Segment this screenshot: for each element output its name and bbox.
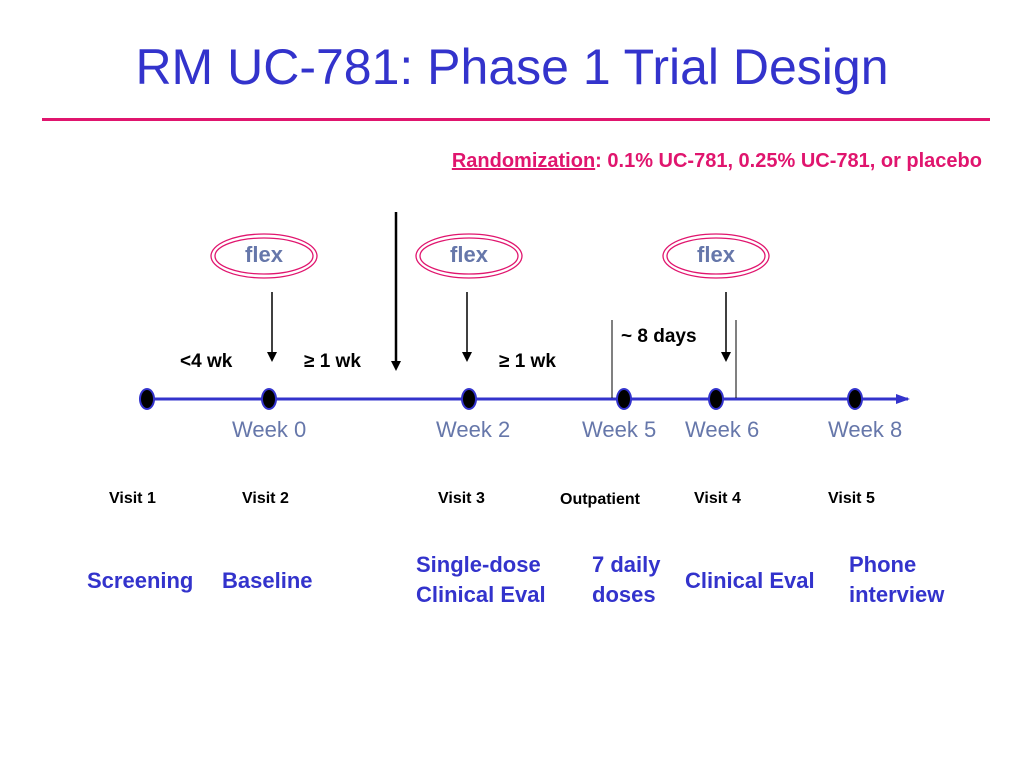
visit-label-1: Visit 1 xyxy=(109,490,156,507)
flex-label-1: flex xyxy=(245,242,283,267)
activity-daily-doses-line2: doses xyxy=(592,582,656,607)
activity-single-dose-line2: Clinical Eval xyxy=(416,582,546,607)
visit-label-4: Visit 4 xyxy=(694,490,741,507)
activity-daily-doses: 7 daily doses xyxy=(592,550,660,610)
flex-ellipse-1 xyxy=(210,233,318,279)
randomization-note: Randomization: 0.1% UC-781, 0.25% UC-781… xyxy=(452,150,982,173)
marker-visit-1 xyxy=(139,388,155,410)
duration-ge1wk-b: ≥ 1 wk xyxy=(499,351,556,372)
marker-week-5 xyxy=(616,388,632,410)
week-label-0: Week 0 xyxy=(232,417,307,442)
visit-label-5: Visit 5 xyxy=(828,490,875,507)
duration-lt4wk: <4 wk xyxy=(180,351,233,372)
marker-week-8 xyxy=(847,388,863,410)
flex-label-2: flex xyxy=(450,242,488,267)
duration-8days: ~ 8 days xyxy=(621,326,697,347)
activity-daily-doses-line1: 7 daily xyxy=(592,552,661,577)
week-label-6: Week 6 xyxy=(685,417,760,442)
activity-phone-line1: Phone xyxy=(849,552,917,577)
duration-ge1wk-a: ≥ 1 wk xyxy=(304,351,361,372)
marker-week-0 xyxy=(261,388,277,410)
page-title: RM UC-781: Phase 1 Trial Design xyxy=(135,39,889,95)
visit-label-3: Visit 3 xyxy=(438,490,485,507)
randomization-label: Randomization xyxy=(451,150,596,172)
week-label-8: Week 8 xyxy=(828,417,903,442)
visit-markers xyxy=(139,388,863,410)
activity-single-dose-line1: Single-dose xyxy=(416,552,541,577)
activity-phone-interview: Phone interview xyxy=(849,550,944,610)
visit-label-2: Visit 2 xyxy=(242,490,289,507)
flex-ellipse-2 xyxy=(415,233,523,279)
activity-single-dose: Single-dose Clinical Eval xyxy=(416,550,546,610)
week-label-2: Week 2 xyxy=(436,417,511,442)
marker-week-6 xyxy=(708,388,724,410)
title-divider xyxy=(42,118,990,121)
randomization-text: : 0.1% UC-781, 0.25% UC-781, or placebo xyxy=(595,150,982,172)
marker-week-2 xyxy=(461,388,477,410)
activity-screening: Screening xyxy=(87,568,194,593)
visit-label-outpatient: Outpatient xyxy=(560,491,640,508)
flex-label-3: flex xyxy=(697,242,735,267)
activity-clinical-eval: Clinical Eval xyxy=(685,568,815,593)
week-label-5: Week 5 xyxy=(582,417,657,442)
activity-baseline: Baseline xyxy=(222,568,313,593)
activity-phone-line2: interview xyxy=(849,582,945,607)
flex-ellipse-3 xyxy=(662,233,770,279)
